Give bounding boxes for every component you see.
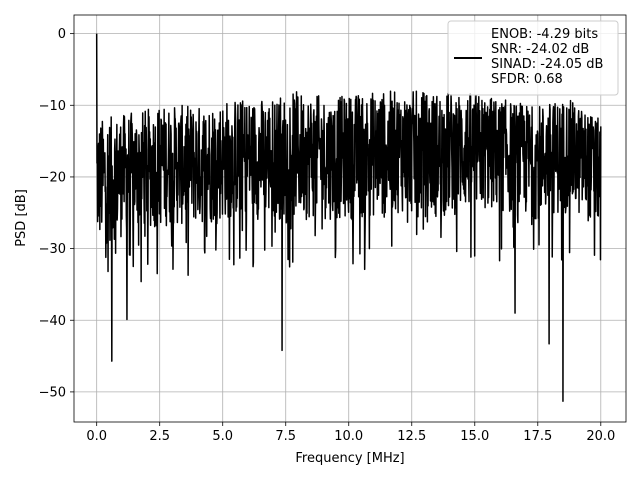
x-tick-label: 15.0 [460,429,489,444]
psd-series-line [95,33,602,402]
x-tick-label: 10.0 [334,429,363,444]
y-tick-label: −10 [39,99,66,114]
legend-text-line: ENOB: -4.29 bits [491,27,598,42]
x-tick-label: 17.5 [523,429,552,444]
legend-text-line: SFDR: 0.68 [491,72,563,87]
y-tick-label: −20 [39,170,66,185]
y-tick-label: −40 [39,314,66,329]
y-tick-label: 0 [58,27,66,42]
ticks: 0.0 2.5 5.0 7.5 10.0 12.5 15.0 17.5 20.0 0 −10 −20 −… [39,27,616,444]
legend-text-line: SNR: -24.02 dB [491,42,589,57]
legend-entry-label: ENOB: -4.29 bits SNR: -24.02 dB SINAD: -24… [491,27,603,87]
x-tick-label: 12.5 [397,429,426,444]
legend-text-line: SINAD: -24.05 dB [491,57,603,72]
x-tick-label: 7.5 [275,429,296,444]
y-axis-label: PSD [dB] [14,189,29,247]
x-axis-label: Frequency [MHz] [295,451,404,466]
x-tick-label: 5.0 [212,429,233,444]
series-layer [95,33,602,402]
plot-frame [73,14,627,423]
y-tick-label: −30 [39,242,66,257]
x-tick-label: 20.0 [586,429,615,444]
x-tick-label: 0.0 [86,429,107,444]
y-tick-label: −50 [39,385,66,400]
legend: ENOB: -4.29 bits SNR: -24.02 dB SINAD: -24… [447,20,619,96]
x-tick-label: 2.5 [149,429,170,444]
legend-box [447,20,619,96]
